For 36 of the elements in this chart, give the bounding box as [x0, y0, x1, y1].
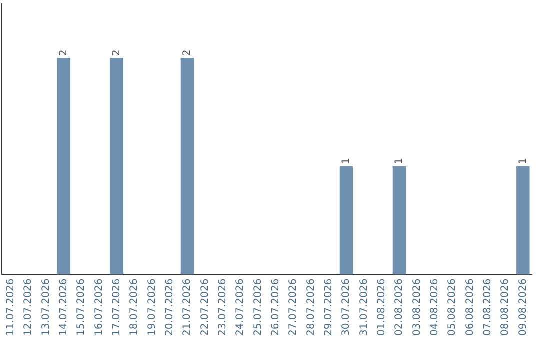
x-tick-label: 04.08.2026 [429, 278, 440, 336]
x-tick-label: 12.07.2026 [23, 278, 34, 336]
data-label: 2 [182, 50, 194, 56]
x-tick-label: 18.07.2026 [129, 278, 140, 336]
x-tick-label: 08.08.2026 [500, 278, 512, 336]
x-tick-label: 05.08.2026 [447, 278, 458, 336]
x-tick-label: 19.07.2026 [146, 278, 158, 336]
x-tick-label: 03.08.2026 [412, 278, 423, 336]
x-tick-label: 21.07.2026 [182, 278, 194, 336]
x-tick-label: 14.07.2026 [58, 278, 70, 336]
x-tick-label: 01.08.2026 [376, 278, 388, 336]
data-label: 1 [341, 158, 352, 164]
x-tick-label: 16.07.2026 [94, 278, 105, 336]
x-tick-label: 20.07.2026 [164, 278, 176, 336]
x-tick-label: 31.07.2026 [358, 278, 370, 336]
x-tick-label: 25.07.2026 [252, 278, 264, 336]
x-tick-label: 07.08.2026 [482, 278, 494, 336]
data-label: 1 [518, 158, 529, 164]
x-tick-label: 06.08.2026 [464, 278, 476, 336]
x-tick-label: 24.07.2026 [235, 278, 246, 336]
x-tick-label: 09.08.2026 [518, 278, 529, 336]
data-label: 2 [58, 50, 70, 56]
x-tick-label: 26.07.2026 [270, 278, 282, 336]
x-tick-label: 15.07.2026 [76, 278, 88, 336]
x-tick-label: 28.07.2026 [306, 278, 317, 336]
x-tick-label: 13.07.2026 [40, 278, 52, 336]
x-tick-label: 29.07.2026 [323, 278, 334, 336]
x-tick-label: 17.07.2026 [111, 278, 122, 336]
x-tick-label: 23.07.2026 [217, 278, 228, 336]
x-tick-label: 02.08.2026 [394, 278, 406, 336]
data-label: 1 [394, 158, 406, 164]
data-label: 2 [111, 50, 122, 56]
x-tick-label: 11.07.2026 [5, 278, 16, 336]
x-tick-label: 22.07.2026 [200, 278, 211, 336]
x-tick-label: 27.07.2026 [288, 278, 300, 336]
x-tick-label: 30.07.2026 [341, 278, 352, 336]
